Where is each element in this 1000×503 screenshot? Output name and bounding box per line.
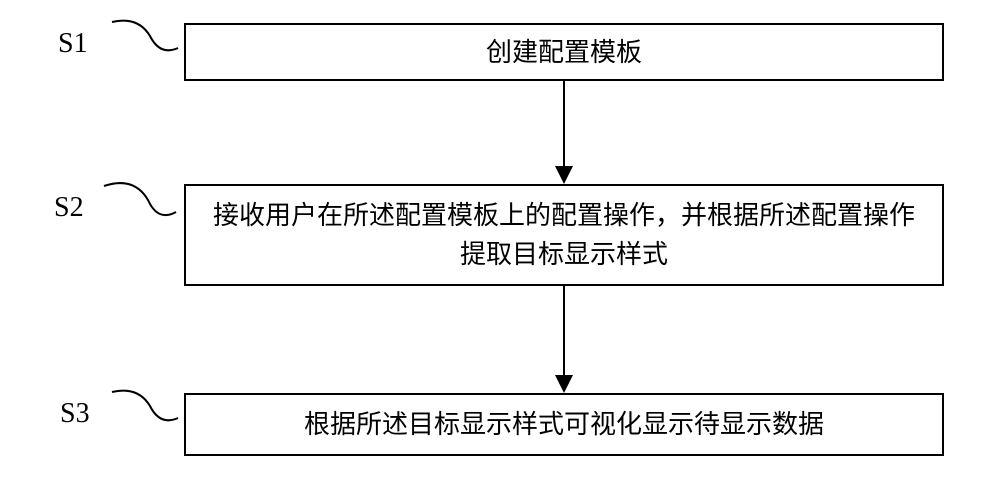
- arrow-head-icon: [555, 166, 573, 184]
- label-curve-s2: [102, 180, 178, 228]
- arrow-s2-s3: [563, 286, 565, 393]
- node-s2-text: 接收用户在所述配置模板上的配置操作，并根据所述配置操作提取目标显示样式: [202, 196, 926, 274]
- label-curve-s3: [110, 388, 180, 432]
- arrow-line: [563, 286, 565, 377]
- arrow-line: [563, 81, 565, 168]
- label-curve-s1: [110, 18, 180, 62]
- node-s1-text: 创建配置模板: [486, 33, 642, 72]
- step-label-s3: S3: [60, 398, 90, 430]
- step-label-s2: S2: [54, 192, 84, 224]
- arrow-head-icon: [555, 375, 573, 393]
- flowchart-node-s3: 根据所述目标显示样式可视化显示待显示数据: [184, 393, 944, 456]
- flowchart-node-s2: 接收用户在所述配置模板上的配置操作，并根据所述配置操作提取目标显示样式: [184, 184, 944, 286]
- flowchart-container: 创建配置模板 S1 接收用户在所述配置模板上的配置操作，并根据所述配置操作提取目…: [0, 0, 1000, 503]
- node-s3-text: 根据所述目标显示样式可视化显示待显示数据: [304, 405, 824, 444]
- arrow-s1-s2: [563, 81, 565, 184]
- flowchart-node-s1: 创建配置模板: [184, 23, 944, 81]
- step-label-s1: S1: [58, 28, 88, 60]
